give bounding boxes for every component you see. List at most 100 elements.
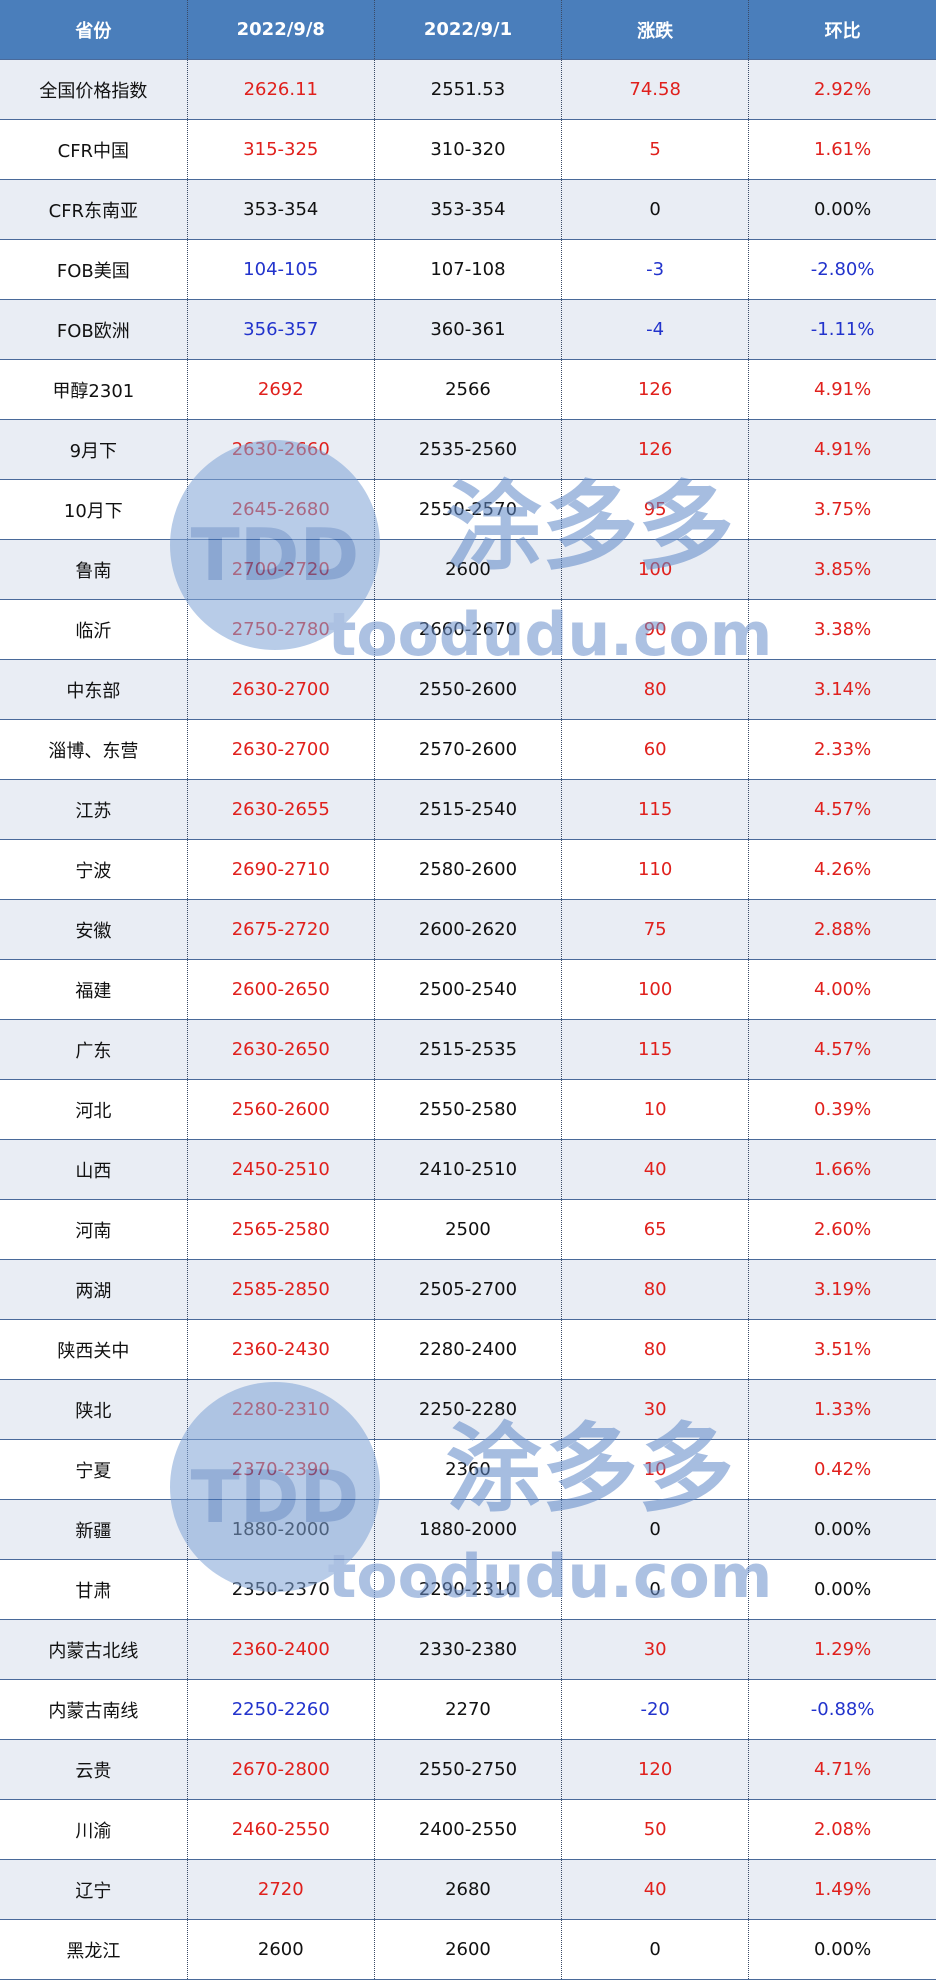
header-cell: 2022/9/1 [373, 0, 562, 60]
table-cell: 40 [561, 1139, 749, 1200]
table-cell: 10月下 [0, 479, 188, 540]
table-cell: 2600 [373, 539, 562, 600]
table-cell: 126 [561, 359, 749, 420]
table-cell: 广东 [0, 1019, 188, 1080]
table-cell: 3.85% [748, 539, 936, 600]
table-cell: 0.00% [748, 1919, 936, 1980]
table-cell: FOB欧洲 [0, 299, 188, 360]
table-row: 辽宁 2720 2680 40 1.49% [0, 1859, 936, 1920]
table-cell: 新疆 [0, 1499, 188, 1560]
table-cell: 2630-2650 [186, 1019, 375, 1080]
table-row: 黑龙江 2600 2600 0 0.00% [0, 1919, 936, 1980]
table-cell: 宁波 [0, 839, 188, 900]
header-row: 省份 2022/9/8 2022/9/1 涨跌 环比 [0, 0, 936, 60]
table-cell: 0 [561, 1919, 749, 1980]
table-cell: 65 [561, 1199, 749, 1260]
table-cell: 50 [561, 1799, 749, 1860]
table-cell: 2280-2400 [373, 1319, 562, 1380]
table-cell: 360-361 [373, 299, 562, 360]
table-row: 10月下 2645-2680 2550-2570 95 3.75% [0, 479, 936, 540]
table-row: CFR中国 315-325 310-320 5 1.61% [0, 119, 936, 180]
table-row: CFR东南亚 353-354 353-354 0 0.00% [0, 179, 936, 240]
table-cell: 4.57% [748, 779, 936, 840]
table-cell: 30 [561, 1619, 749, 1680]
table-cell: 2550-2600 [373, 659, 562, 720]
table-cell: 2690-2710 [186, 839, 375, 900]
table-cell: 2350-2370 [186, 1559, 375, 1620]
table-cell: 2566 [373, 359, 562, 420]
table-cell: 2.92% [748, 59, 936, 120]
table-cell: 0.00% [748, 179, 936, 240]
table-row: FOB欧洲 356-357 360-361 -4 -1.11% [0, 299, 936, 360]
table-cell: 310-320 [373, 119, 562, 180]
table-cell: 0.00% [748, 1559, 936, 1620]
table-cell: 0.39% [748, 1079, 936, 1140]
table-cell: 1880-2000 [186, 1499, 375, 1560]
table-cell: 2450-2510 [186, 1139, 375, 1200]
table-cell: 9月下 [0, 419, 188, 480]
table-cell: 2645-2680 [186, 479, 375, 540]
table-cell: -4 [561, 299, 749, 360]
table-cell: 1.66% [748, 1139, 936, 1200]
table-cell: 4.71% [748, 1739, 936, 1800]
table-row: 内蒙古北线 2360-2400 2330-2380 30 1.29% [0, 1619, 936, 1680]
table-cell: 80 [561, 1259, 749, 1320]
table-cell: 5 [561, 119, 749, 180]
table-row: 淄博、东营 2630-2700 2570-2600 60 2.33% [0, 719, 936, 780]
table-cell: 2600-2650 [186, 959, 375, 1020]
table-cell: 0.00% [748, 1499, 936, 1560]
table-row: 宁夏 2370-2390 2360 10 0.42% [0, 1439, 936, 1500]
table-cell: 2630-2655 [186, 779, 375, 840]
table-cell: 江苏 [0, 779, 188, 840]
table-cell: 川渝 [0, 1799, 188, 1860]
table-cell: 0 [561, 1559, 749, 1620]
table-cell: 2570-2600 [373, 719, 562, 780]
table-cell: 2565-2580 [186, 1199, 375, 1260]
table-row: 福建 2600-2650 2500-2540 100 4.00% [0, 959, 936, 1020]
table-cell: 100 [561, 539, 749, 600]
table-cell: 2630-2660 [186, 419, 375, 480]
table-cell: 2675-2720 [186, 899, 375, 960]
table-cell: 2290-2310 [373, 1559, 562, 1620]
table-cell: 40 [561, 1859, 749, 1920]
table-cell: 2535-2560 [373, 419, 562, 480]
table-cell: 2550-2570 [373, 479, 562, 540]
table-cell: 2720 [186, 1859, 375, 1920]
table-cell: 60 [561, 719, 749, 780]
table-cell: 120 [561, 1739, 749, 1800]
table-cell: 陕西关中 [0, 1319, 188, 1380]
table-cell: 2360 [373, 1439, 562, 1500]
table-cell: 3.75% [748, 479, 936, 540]
table-row: 安徽 2675-2720 2600-2620 75 2.88% [0, 899, 936, 960]
table-cell: 2505-2700 [373, 1259, 562, 1320]
table-row: 陕西关中 2360-2430 2280-2400 80 3.51% [0, 1319, 936, 1380]
table-row: 河北 2560-2600 2550-2580 10 0.39% [0, 1079, 936, 1140]
table-cell: 2270 [373, 1679, 562, 1740]
table-cell: 内蒙古南线 [0, 1679, 188, 1740]
table-body: 全国价格指数 2626.11 2551.53 74.58 2.92% CFR中国 315-3… [0, 59, 936, 1980]
table-cell: CFR东南亚 [0, 179, 188, 240]
table-cell: 80 [561, 659, 749, 720]
table-cell: 2560-2600 [186, 1079, 375, 1140]
table-cell: 2370-2390 [186, 1439, 375, 1500]
table-cell: 2750-2780 [186, 599, 375, 660]
table-cell: 陕北 [0, 1379, 188, 1440]
table-cell: 107-108 [373, 239, 562, 300]
table-cell: 2580-2600 [373, 839, 562, 900]
table-row: 甘肃 2350-2370 2290-2310 0 0.00% [0, 1559, 936, 1620]
table-cell: 2.60% [748, 1199, 936, 1260]
table-cell: 2660-2670 [373, 599, 562, 660]
table-cell: 2250-2260 [186, 1679, 375, 1740]
table-cell: 353-354 [373, 179, 562, 240]
table-cell: 2515-2535 [373, 1019, 562, 1080]
table-row: 河南 2565-2580 2500 65 2.60% [0, 1199, 936, 1260]
table-cell: 0 [561, 179, 749, 240]
table-cell: 4.91% [748, 419, 936, 480]
table-cell: 河北 [0, 1079, 188, 1140]
table-cell: 10 [561, 1439, 749, 1500]
table-row: 江苏 2630-2655 2515-2540 115 4.57% [0, 779, 936, 840]
table-cell: 1.33% [748, 1379, 936, 1440]
table-cell: 1.49% [748, 1859, 936, 1920]
